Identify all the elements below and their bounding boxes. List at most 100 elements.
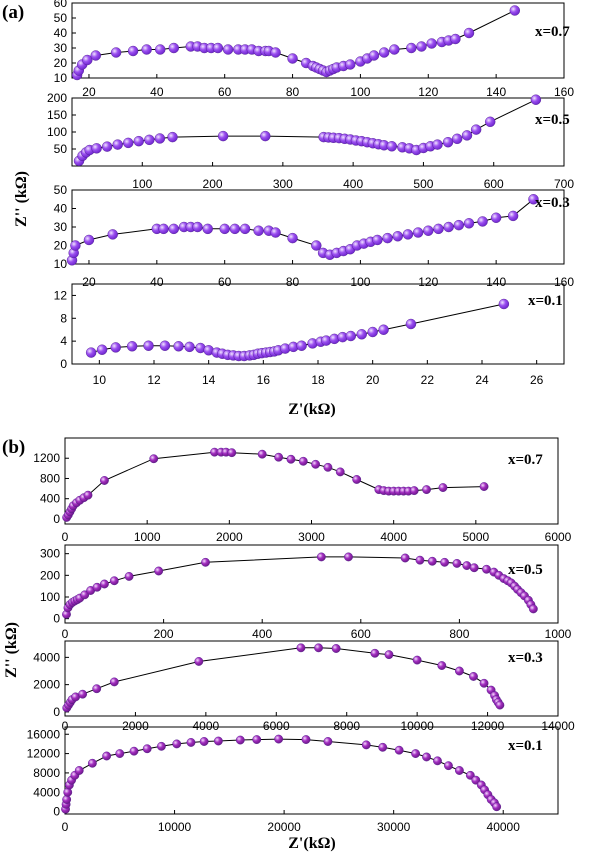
data-point xyxy=(154,566,164,576)
subplot-7: 0 2000 4000 6000 8000 10000 12000 14000 0 2000 400… xyxy=(33,640,575,733)
y-tick-label: 30 xyxy=(54,41,68,55)
data-point xyxy=(316,552,326,562)
data-point xyxy=(101,141,113,152)
y-tick-label: 400 xyxy=(40,492,60,506)
data-point xyxy=(212,42,224,54)
data-point xyxy=(507,210,519,222)
data-point xyxy=(109,576,119,586)
x-tick-label: 12000 xyxy=(471,719,505,733)
data-point xyxy=(394,745,404,755)
data-point xyxy=(372,234,383,246)
x-tick-label: 2000 xyxy=(122,719,149,733)
data-point xyxy=(323,462,333,472)
data-point xyxy=(144,134,155,146)
data-point xyxy=(454,666,464,676)
x-tick-label: 22 xyxy=(421,373,435,387)
data-point xyxy=(253,225,264,236)
x-tick-label: 20000 xyxy=(267,820,301,834)
y-tick-label: 2000 xyxy=(33,678,60,692)
data-point xyxy=(107,229,118,240)
data-point xyxy=(90,50,101,61)
x-tick-label: 10000 xyxy=(158,820,192,834)
data-point xyxy=(199,737,209,746)
x-tick-label: 60 xyxy=(218,275,232,289)
data-point xyxy=(530,94,542,105)
x-tick-label: 140 xyxy=(486,85,506,99)
data-point xyxy=(158,223,169,235)
x-tick-label: 4000 xyxy=(193,719,220,733)
data-point xyxy=(426,38,437,49)
y-tick-label: 8000 xyxy=(33,766,60,780)
data-point xyxy=(63,787,73,797)
series-annotation: x=0.1 xyxy=(508,738,543,754)
y-tick-label: 0 xyxy=(53,805,60,819)
data-point xyxy=(257,449,267,459)
data-point xyxy=(437,661,447,670)
data-point xyxy=(528,604,538,614)
data-point xyxy=(124,572,134,581)
data-point xyxy=(411,749,420,758)
data-point xyxy=(432,139,443,150)
x-tick-label: 120 xyxy=(418,85,438,99)
data-point xyxy=(222,44,234,55)
x-tick-label: 600 xyxy=(484,177,504,191)
panel-a-label: (a) xyxy=(2,2,24,23)
y-tick-label: 0 xyxy=(53,512,60,526)
data-point xyxy=(126,341,138,352)
data-point xyxy=(142,744,152,754)
y-tick-label: 800 xyxy=(40,471,60,485)
subplot-5: 0 1000 2000 3000 4000 5000 6000 0 400 800 1200 x=0.… xyxy=(33,437,572,544)
data-point xyxy=(83,234,95,246)
data-point xyxy=(451,133,463,145)
data-point xyxy=(286,454,296,464)
data-point xyxy=(462,561,472,570)
data-point xyxy=(416,41,427,52)
panel-a-x-axis-label: Z'(kΩ) xyxy=(288,401,335,418)
data-point xyxy=(274,734,284,744)
data-point xyxy=(422,485,431,494)
data-point xyxy=(400,553,410,563)
panel-a-y-axis-label: Z'' (kΩ) xyxy=(13,171,30,227)
y-tick-label: 200 xyxy=(47,91,67,105)
data-point xyxy=(378,47,390,58)
series-annotation: x=0.3 xyxy=(535,195,570,211)
data-point xyxy=(141,44,152,55)
data-point xyxy=(127,45,139,57)
y-tick-label: 60 xyxy=(54,0,68,10)
data-point xyxy=(213,736,223,746)
data-point xyxy=(470,124,482,135)
data-point xyxy=(184,341,195,353)
x-tick-label: 30000 xyxy=(377,820,411,834)
plot-frame xyxy=(71,283,565,365)
data-point xyxy=(298,456,308,466)
data-point xyxy=(168,42,179,54)
x-tick-label: 6000 xyxy=(545,530,572,544)
fit-curve xyxy=(71,198,534,261)
x-tick-label: 18 xyxy=(311,373,325,387)
y-tick-label: 200 xyxy=(40,568,60,582)
x-tick-label: 16 xyxy=(257,373,271,387)
data-point xyxy=(92,582,102,592)
data-point xyxy=(115,749,125,758)
data-point xyxy=(287,53,298,64)
data-point xyxy=(461,130,473,141)
y-tick-label: 0 xyxy=(60,357,67,371)
x-tick-label: 24 xyxy=(475,373,489,387)
data-point xyxy=(409,486,419,496)
data-point xyxy=(386,141,397,152)
data-point xyxy=(463,218,475,229)
x-tick-label: 60 xyxy=(218,85,232,99)
data-point xyxy=(344,552,353,562)
data-point xyxy=(274,452,284,462)
x-tick-label: 20 xyxy=(366,373,380,387)
subplot-2: 100 200 300 400 500 600 700 50 100 150 200 x=0.5 xyxy=(47,91,574,191)
y-tick-label: 4 xyxy=(60,334,67,348)
x-tick-label: 3000 xyxy=(298,530,325,544)
data-point xyxy=(80,590,90,600)
y-tick-label: 12 xyxy=(54,288,68,302)
data-point xyxy=(378,742,388,752)
data-point xyxy=(492,802,502,812)
y-tick-label: 12000 xyxy=(27,747,61,761)
data-point xyxy=(485,116,496,128)
